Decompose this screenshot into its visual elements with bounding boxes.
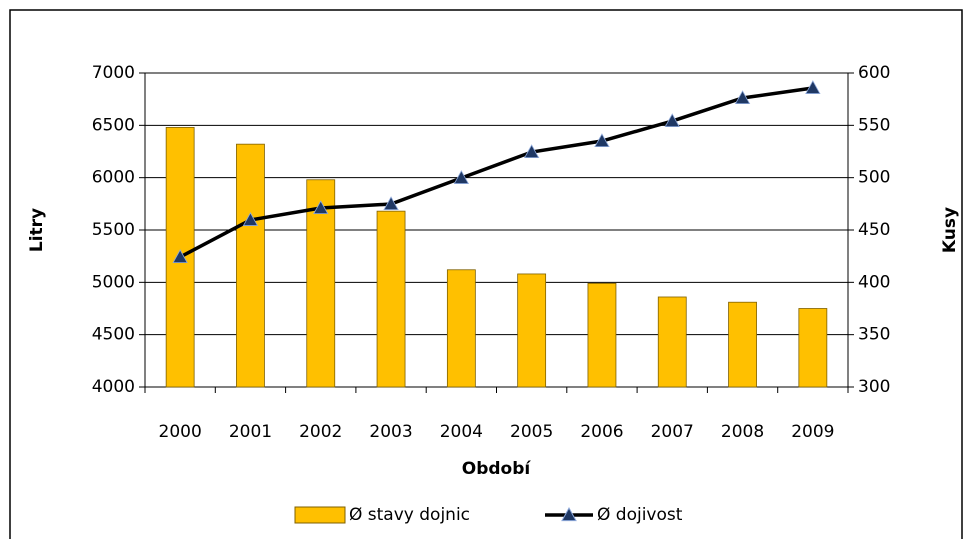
y-tick-label: 4500 bbox=[92, 325, 135, 345]
y-tick-label: 5500 bbox=[92, 220, 135, 240]
bar bbox=[587, 282, 617, 388]
x-tick-label: 2002 bbox=[299, 422, 342, 442]
y-tick-label: 6500 bbox=[92, 115, 135, 135]
x-tick-label: 2000 bbox=[159, 422, 202, 442]
y2-tick-label: 600 bbox=[858, 63, 890, 83]
y2-axis-label: Kusy bbox=[940, 207, 960, 253]
y2-tick-label: 550 bbox=[858, 115, 890, 135]
marker bbox=[453, 170, 470, 184]
y2-tick-label: 450 bbox=[858, 220, 890, 240]
y-tick-label: 6000 bbox=[92, 168, 135, 188]
bar bbox=[306, 179, 336, 388]
x-axis-label: Období bbox=[462, 459, 532, 479]
bar bbox=[236, 143, 265, 388]
bar bbox=[798, 308, 828, 388]
y2-tick-label: 300 bbox=[858, 377, 890, 397]
y-tick-label: 7000 bbox=[92, 63, 135, 83]
x-tick-label: 2005 bbox=[510, 422, 553, 442]
y-axis-label: Litry bbox=[27, 208, 47, 252]
y2-tick-label: 500 bbox=[858, 168, 890, 188]
marker bbox=[313, 200, 329, 215]
bar bbox=[376, 210, 406, 388]
x-tick-label: 2004 bbox=[440, 422, 483, 442]
marker bbox=[383, 196, 399, 211]
legend-swatch bbox=[294, 506, 346, 524]
x-tick-label: 2003 bbox=[369, 422, 412, 442]
legend-label: Ø stavy dojnic bbox=[349, 505, 470, 525]
x-tick-label: 2006 bbox=[580, 422, 623, 442]
x-tick-label: 2007 bbox=[651, 422, 694, 442]
legend-marker bbox=[561, 506, 577, 522]
bar bbox=[657, 296, 687, 388]
marker bbox=[805, 80, 821, 94]
marker bbox=[242, 212, 259, 226]
marker bbox=[734, 90, 751, 105]
marker bbox=[172, 249, 188, 264]
marker bbox=[664, 113, 680, 128]
y2-tick-label: 400 bbox=[858, 272, 890, 292]
marker bbox=[523, 144, 540, 159]
bar bbox=[446, 269, 476, 388]
bar bbox=[517, 273, 547, 388]
x-tick-label: 2001 bbox=[229, 422, 272, 442]
x-tick-label: 2008 bbox=[721, 422, 764, 442]
y-tick-label: 4000 bbox=[92, 377, 135, 397]
legend-label: Ø dojivost bbox=[597, 505, 683, 525]
bar bbox=[728, 301, 757, 388]
y-tick-label: 5000 bbox=[92, 272, 135, 292]
marker bbox=[594, 133, 610, 148]
y2-tick-label: 350 bbox=[858, 325, 890, 345]
x-tick-label: 2009 bbox=[791, 422, 834, 442]
line bbox=[179, 86, 814, 259]
